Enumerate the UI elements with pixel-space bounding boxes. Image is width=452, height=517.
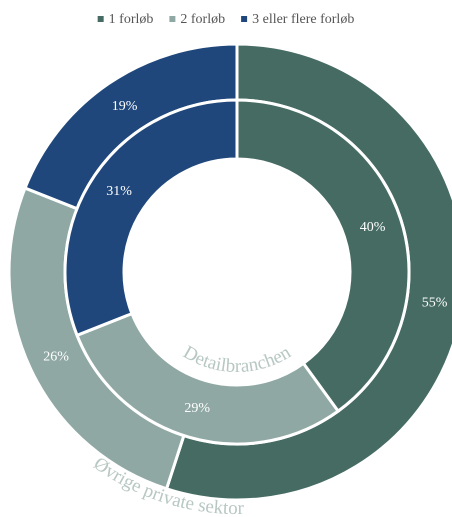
value-label: 31% [106,184,132,199]
value-label: 29% [184,401,210,416]
donut-segment [75,311,341,446]
legend-text: 3 eller flere forløb [252,12,354,27]
legend-text: 2 forløb [180,12,225,27]
donut-segment [63,98,239,338]
legend-swatch [241,16,248,22]
value-label: 40% [360,220,386,235]
legend-text: 1 forløb [109,12,154,27]
ring-label: Detailbranchen [180,342,295,377]
legend: 1 forløb 2 forløb 3 eller flere forløb [97,12,354,27]
value-label: 26% [43,349,69,364]
ring-label-text: Detailbranchen [180,342,295,377]
donut-segment [235,98,411,414]
legend-swatch [169,16,176,22]
legend-swatch [97,16,104,22]
value-label: 19% [112,99,138,114]
value-label: 55% [422,296,448,311]
